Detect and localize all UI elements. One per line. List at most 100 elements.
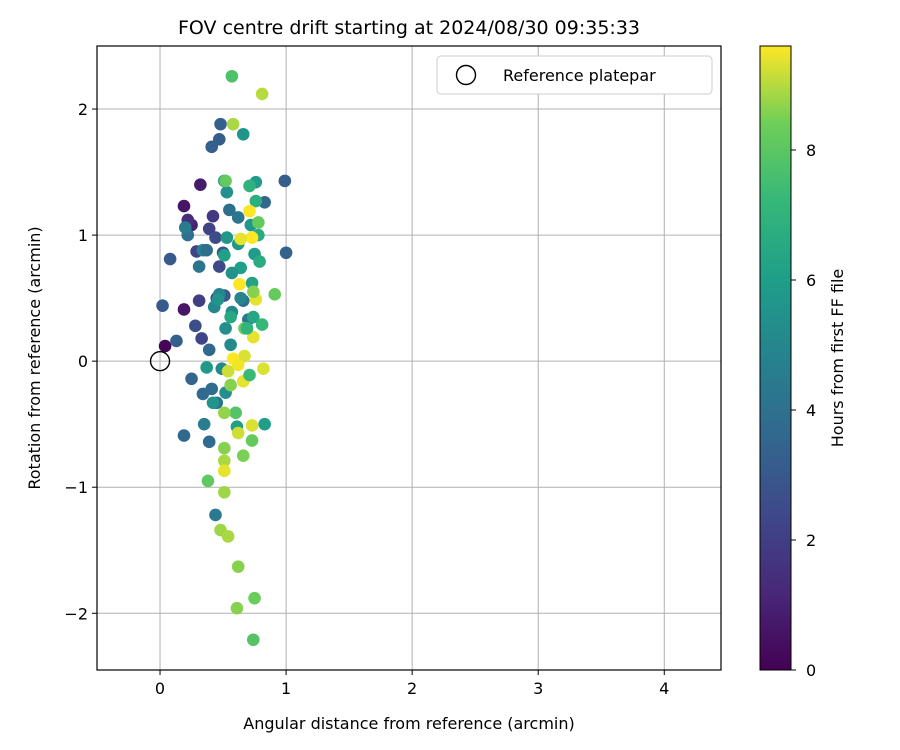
data-point xyxy=(197,417,211,431)
data-point xyxy=(278,174,292,188)
data-point xyxy=(247,633,260,647)
data-point xyxy=(231,560,245,573)
data-point xyxy=(238,349,251,363)
colorbar: 0 2 4 6 8 Hours from first FF file xyxy=(759,45,847,680)
data-point xyxy=(221,364,235,378)
data-point xyxy=(258,417,271,431)
data-point xyxy=(226,117,240,131)
data-point xyxy=(220,231,234,244)
data-point xyxy=(192,294,206,307)
y-tick-label: 2 xyxy=(78,100,88,119)
data-point xyxy=(233,277,246,291)
data-point xyxy=(231,426,245,440)
data-point xyxy=(255,318,269,331)
x-axis-label: Angular distance from reference (arcmin) xyxy=(243,714,574,733)
data-point xyxy=(214,117,227,131)
data-point xyxy=(202,343,216,357)
data-point xyxy=(206,396,220,410)
colorbar-tick-label: 8 xyxy=(806,141,816,160)
data-point xyxy=(209,508,222,522)
data-point xyxy=(248,591,261,605)
data-point xyxy=(189,319,202,333)
data-point xyxy=(178,221,192,234)
plot-frame xyxy=(96,45,722,671)
data-point xyxy=(234,291,248,305)
y-tick-label: −1 xyxy=(64,478,88,497)
colorbar-tick-label: 6 xyxy=(806,271,816,290)
data-point xyxy=(219,174,232,188)
data-point xyxy=(194,178,207,191)
gridlines xyxy=(97,46,721,670)
data-point xyxy=(245,434,259,447)
y-tick-label: 1 xyxy=(78,226,88,245)
data-point xyxy=(231,358,245,372)
data-points xyxy=(149,69,293,647)
legend-label: Reference platepar xyxy=(503,66,656,85)
data-point xyxy=(209,231,222,244)
data-point xyxy=(220,185,234,199)
x-axis: 0 1 2 3 4 xyxy=(155,670,669,698)
data-point xyxy=(218,464,231,478)
data-point xyxy=(202,435,216,449)
data-point xyxy=(225,266,239,280)
data-point xyxy=(223,203,236,217)
data-point xyxy=(211,293,225,306)
data-point xyxy=(218,441,231,455)
data-point xyxy=(192,260,206,273)
x-tick-label: 4 xyxy=(659,679,669,698)
data-point xyxy=(231,211,245,224)
data-point xyxy=(245,231,259,244)
data-point xyxy=(218,485,231,499)
x-tick-label: 0 xyxy=(155,679,165,698)
y-tick-label: 0 xyxy=(78,352,88,371)
data-point xyxy=(247,285,260,299)
data-point xyxy=(224,378,237,392)
data-point xyxy=(212,132,226,146)
data-point xyxy=(158,339,172,353)
colorbar-label: Hours from first FF file xyxy=(828,269,847,448)
data-point xyxy=(236,449,250,462)
data-point xyxy=(229,406,242,420)
data-point xyxy=(177,199,191,213)
x-tick-label: 3 xyxy=(533,679,543,698)
data-point xyxy=(243,204,256,218)
data-point xyxy=(224,338,237,352)
legend: Reference platepar xyxy=(436,55,713,95)
data-point xyxy=(255,87,269,101)
reference-platepar-marker xyxy=(149,350,171,372)
data-point xyxy=(249,194,263,208)
colorbar-gradient xyxy=(759,45,792,671)
data-point xyxy=(243,368,256,382)
data-point xyxy=(245,419,259,432)
data-point xyxy=(163,252,177,266)
chart-title: FOV centre drift starting at 2024/08/30 … xyxy=(178,17,640,39)
data-point xyxy=(202,222,216,236)
colorbar-tick-label: 0 xyxy=(806,661,816,680)
legend-marker xyxy=(455,64,477,86)
data-point xyxy=(218,406,231,420)
colorbar-tick-label: 2 xyxy=(806,531,816,550)
data-point xyxy=(247,330,260,344)
data-point xyxy=(252,216,265,229)
x-tick-label: 1 xyxy=(281,679,291,698)
data-point xyxy=(253,255,266,268)
data-point xyxy=(201,474,215,488)
data-point xyxy=(212,260,226,273)
data-point xyxy=(268,288,282,301)
data-point xyxy=(200,361,213,374)
data-point xyxy=(243,179,256,193)
data-point xyxy=(257,362,270,376)
data-point xyxy=(205,382,219,396)
data-point xyxy=(177,429,191,442)
data-point xyxy=(156,299,169,312)
y-axis: −2 −1 0 1 2 xyxy=(64,100,97,623)
data-point xyxy=(221,530,235,543)
legend-box xyxy=(436,55,713,95)
data-point xyxy=(219,322,232,335)
data-point xyxy=(170,334,183,348)
colorbar-tick-label: 4 xyxy=(806,401,816,420)
data-point xyxy=(234,232,248,246)
data-point xyxy=(218,454,231,468)
colorbar-ticks: 0 2 4 6 8 xyxy=(791,141,816,680)
